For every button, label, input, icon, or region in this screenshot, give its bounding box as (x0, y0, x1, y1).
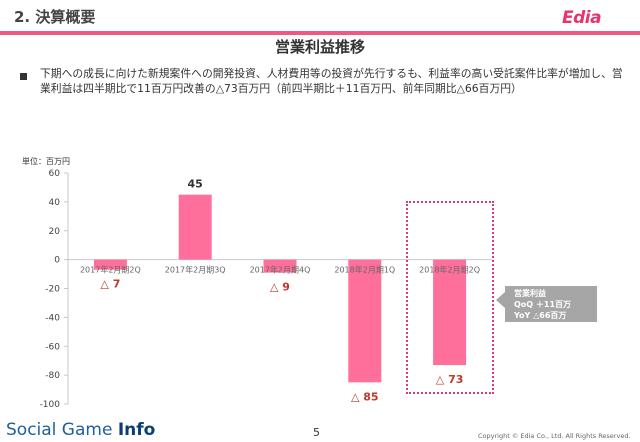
data-label: △ 9 (270, 281, 290, 294)
y-tick-label: -60 (45, 342, 60, 352)
bullet-text: 下期への成長に向けた新規案件への開発投資、人材費用等の投資が先行するも、利益率の… (40, 67, 623, 95)
data-label: △ 7 (100, 278, 120, 291)
footer-brand-prefix: Social Game (6, 420, 118, 440)
x-tick-label: 2017年2月期2Q (80, 265, 141, 275)
footer-brand: Social Game Info (6, 420, 155, 440)
bar (348, 259, 382, 383)
x-tick-label: 2018年2月期1Q (334, 265, 395, 275)
highlight-box (406, 201, 494, 394)
annotation-line: QoQ ＋11百万 (514, 300, 572, 309)
y-tick-label: -40 (45, 313, 60, 323)
annotation-line: YoY △66百万 (514, 311, 567, 320)
y-tick-label: -20 (45, 285, 60, 295)
bar (93, 259, 127, 270)
page-number: 5 (313, 426, 320, 439)
copyright-text: Copyright © Edia Co., Ltd. All Rights Re… (478, 432, 631, 440)
company-logo: Edia (562, 8, 602, 28)
section-title: 2. 決算概要 (14, 8, 96, 26)
data-label: △ 73 (436, 373, 464, 386)
y-tick-label: 60 (49, 169, 61, 179)
y-tick-label: 0 (54, 256, 60, 266)
annotation-arrow-icon (496, 292, 505, 308)
annotation-callout: 営業利益 QoQ ＋11百万 YoY △66百万 (505, 286, 597, 322)
bullet-square-icon (20, 73, 27, 80)
annotation-line: 営業利益 (514, 289, 546, 298)
bar (433, 259, 467, 366)
data-label: 45 (188, 178, 203, 191)
header-divider (0, 31, 640, 35)
y-tick-label: 40 (49, 198, 61, 208)
y-tick-label: -80 (45, 371, 60, 381)
data-label: △ 85 (351, 390, 379, 403)
x-tick-label: 2018年2月期2Q (419, 265, 480, 275)
chart-unit-label: 単位：百万円 (22, 157, 70, 166)
y-tick-label: 20 (49, 227, 61, 237)
slide-title: 営業利益推移 (274, 38, 365, 56)
y-tick-label: -100 (40, 400, 61, 410)
footer-brand-suffix: Info (117, 420, 156, 440)
x-tick-label: 2017年2月期3Q (165, 265, 226, 275)
x-tick-label: 2017年2月期4Q (250, 265, 311, 275)
bar (263, 259, 297, 273)
bar (178, 194, 212, 260)
